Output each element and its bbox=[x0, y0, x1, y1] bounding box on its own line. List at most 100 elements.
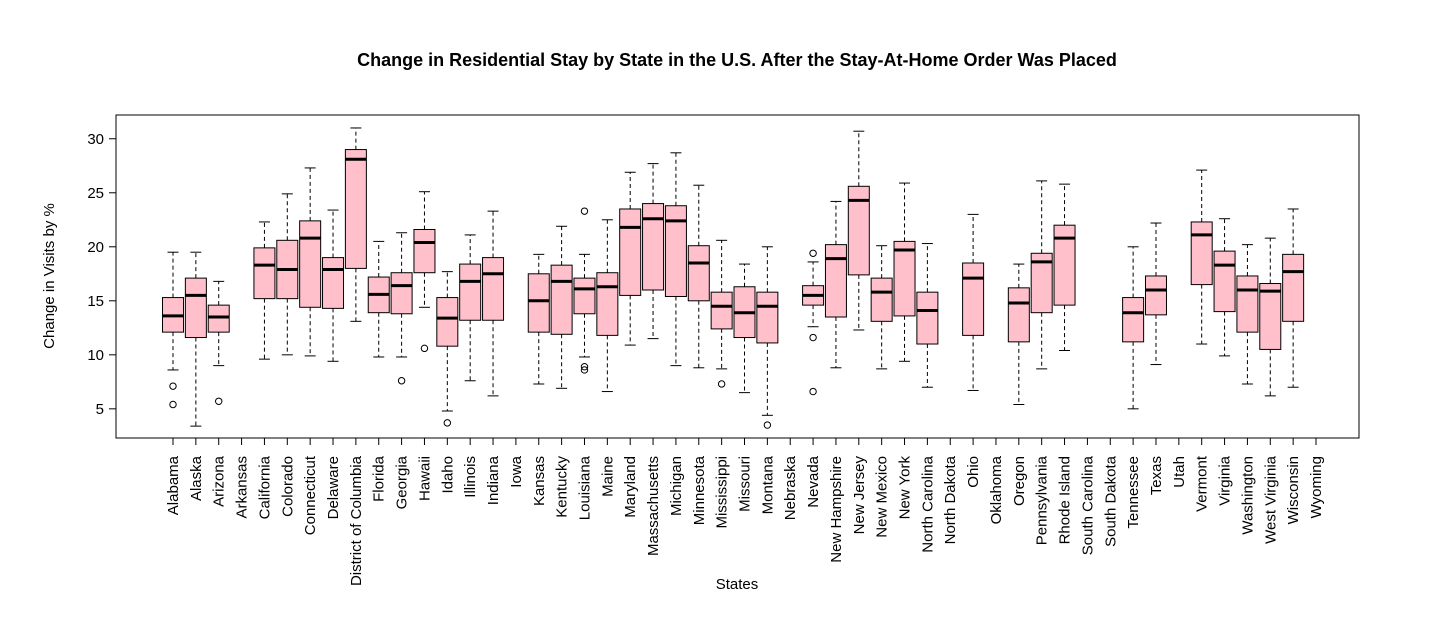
iqr-box bbox=[1213, 250, 1236, 313]
iqr-box bbox=[550, 264, 573, 335]
x-tick-label: Kentucky bbox=[554, 456, 571, 518]
box-montana bbox=[756, 246, 779, 429]
iqr-box bbox=[962, 262, 985, 336]
outlier-point bbox=[169, 382, 177, 390]
box-maryland bbox=[619, 171, 642, 346]
iqr-box bbox=[413, 229, 436, 274]
outlier-point bbox=[580, 207, 589, 215]
x-tick-label: Iowa bbox=[508, 455, 525, 487]
outlier-point bbox=[809, 387, 817, 396]
box-new-york bbox=[893, 182, 916, 362]
box-texas bbox=[1144, 222, 1167, 366]
box-kentucky bbox=[550, 225, 573, 389]
x-tick-label: Alabama bbox=[165, 455, 182, 515]
iqr-box bbox=[1122, 297, 1145, 343]
box-north-carolina bbox=[916, 243, 939, 388]
x-tick-label: New Jersey bbox=[851, 456, 868, 535]
x-tick-label: Minnesota bbox=[691, 455, 708, 525]
box-rhode-island bbox=[1053, 183, 1076, 351]
x-tick-label: Maryland bbox=[622, 456, 639, 518]
x-tick-label: District of Columbia bbox=[348, 455, 365, 586]
x-tick-label: Vermont bbox=[1194, 455, 1211, 512]
x-tick-label: Nebraska bbox=[782, 455, 799, 520]
x-tick-label: New Mexico bbox=[874, 456, 891, 538]
x-tick-label: Arizona bbox=[211, 455, 228, 507]
iqr-box bbox=[893, 240, 916, 317]
y-tick-label: 25 bbox=[87, 185, 104, 202]
x-tick-label: Michigan bbox=[668, 456, 685, 516]
iqr-box bbox=[1236, 275, 1259, 333]
x-tick-label: Kansas bbox=[531, 456, 548, 506]
iqr-box bbox=[687, 245, 710, 302]
box-ohio bbox=[962, 213, 985, 391]
box-oregon bbox=[1007, 263, 1030, 406]
iqr-box bbox=[253, 247, 276, 300]
x-tick-label: Maine bbox=[599, 456, 616, 497]
x-tick-label: Tennessee bbox=[1125, 456, 1142, 529]
x-tick-label: New York bbox=[897, 456, 914, 520]
x-tick-label: Utah bbox=[1171, 456, 1188, 488]
x-tick-label: Indiana bbox=[485, 455, 502, 505]
x-axis-label: States bbox=[716, 576, 759, 593]
outlier-point bbox=[169, 400, 177, 409]
iqr-box bbox=[436, 297, 459, 347]
box-alaska bbox=[184, 251, 207, 427]
iqr-box bbox=[1282, 253, 1305, 322]
iqr-box bbox=[527, 273, 550, 333]
x-tick-label: South Dakota bbox=[1102, 455, 1119, 547]
iqr-box bbox=[870, 277, 893, 322]
iqr-box bbox=[1144, 275, 1167, 316]
box-new-jersey bbox=[847, 130, 870, 331]
box-wisconsin bbox=[1282, 208, 1305, 388]
x-tick-label: Rhode Island bbox=[1057, 456, 1074, 544]
x-tick-label: Illinois bbox=[462, 456, 479, 498]
iqr-box bbox=[642, 203, 665, 291]
x-tick-label: Oregon bbox=[1011, 456, 1028, 506]
iqr-box bbox=[344, 149, 367, 269]
iqr-box bbox=[847, 185, 870, 276]
iqr-box bbox=[1007, 287, 1030, 343]
box-connecticut bbox=[299, 167, 322, 357]
box-hawaii bbox=[413, 191, 436, 353]
x-tick-label: New Hampshire bbox=[828, 456, 845, 563]
iqr-box bbox=[322, 257, 345, 309]
y-tick-label: 10 bbox=[87, 347, 104, 364]
x-tick-label: Missouri bbox=[737, 456, 754, 512]
y-tick-label: 20 bbox=[87, 239, 104, 256]
box-series bbox=[162, 127, 1305, 429]
x-tick-label: Delaware bbox=[325, 456, 342, 519]
x-tick-label: Montana bbox=[759, 455, 776, 514]
box-florida bbox=[367, 240, 390, 358]
box-washington bbox=[1236, 244, 1259, 385]
iqr-box bbox=[916, 291, 939, 345]
x-tick-label: Nevada bbox=[805, 455, 822, 507]
y-axis: 5 10 15 20 25 30 bbox=[87, 131, 117, 418]
x-tick-label: North Dakota bbox=[942, 455, 959, 544]
x-tick-label: Mississippi bbox=[714, 456, 731, 529]
outlier-point bbox=[809, 249, 817, 257]
iqr-box bbox=[596, 272, 619, 336]
y-tick-label: 5 bbox=[96, 401, 104, 418]
x-tick-label: Oklahoma bbox=[988, 455, 1005, 524]
outlier-point bbox=[717, 380, 726, 388]
iqr-box bbox=[1190, 221, 1213, 286]
box-massachusetts bbox=[642, 163, 665, 340]
y-tick-label: 15 bbox=[87, 293, 104, 310]
outlier-point bbox=[763, 421, 772, 429]
outlier-point bbox=[443, 419, 452, 427]
iqr-box bbox=[299, 220, 322, 308]
x-tick-label: Texas bbox=[1148, 456, 1165, 495]
iqr-box bbox=[619, 208, 642, 296]
iqr-box bbox=[824, 244, 847, 318]
x-tick-label: Alaska bbox=[188, 455, 205, 501]
box-west-virginia bbox=[1259, 237, 1282, 397]
x-tick-label: Georgia bbox=[394, 455, 411, 509]
iqr-box bbox=[1259, 283, 1282, 350]
x-tick-label: Idaho bbox=[439, 456, 456, 494]
chart-title: Change in Residential Stay by State in t… bbox=[357, 50, 1117, 70]
box-alabama bbox=[162, 251, 184, 409]
iqr-box bbox=[482, 257, 505, 321]
box-arizona bbox=[207, 280, 230, 405]
